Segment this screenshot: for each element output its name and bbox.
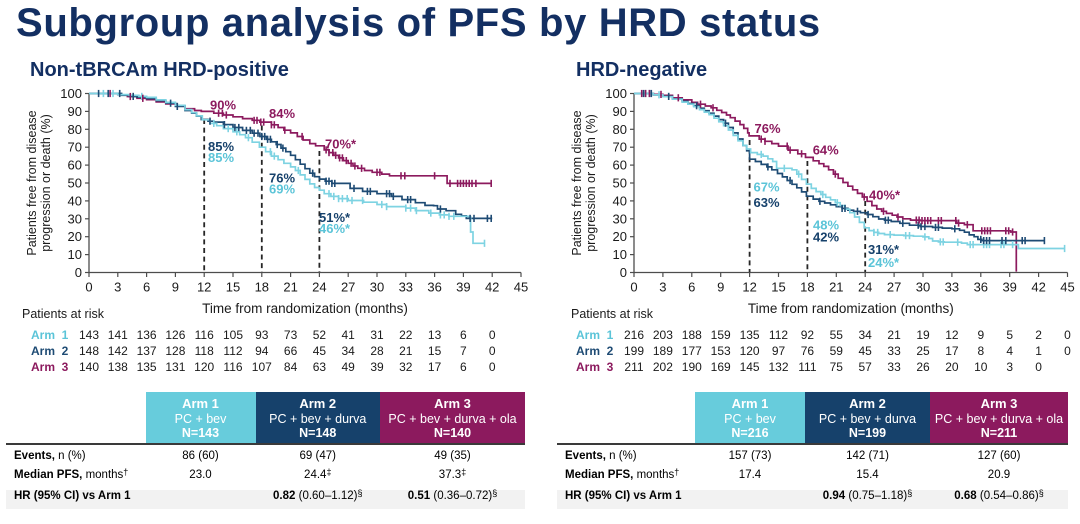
svg-text:Time from randomization (month: Time from randomization (months) [748, 301, 954, 316]
svg-text:21: 21 [283, 280, 297, 295]
svg-text:100: 100 [605, 86, 627, 101]
svg-text:21: 21 [829, 280, 843, 295]
svg-text:39: 39 [1002, 280, 1016, 295]
svg-text:31%*: 31%* [868, 242, 900, 257]
svg-text:70: 70 [613, 140, 627, 155]
svg-text:24: 24 [858, 280, 872, 295]
svg-text:20: 20 [613, 229, 627, 244]
svg-text:Patients free from diseaseprog: Patients free from diseaseprogression or… [25, 110, 53, 255]
svg-text:27: 27 [341, 280, 355, 295]
svg-text:60: 60 [613, 158, 627, 173]
svg-text:67%: 67% [754, 180, 780, 195]
svg-text:0: 0 [620, 265, 627, 280]
svg-text:15: 15 [771, 280, 785, 295]
svg-text:30: 30 [370, 280, 384, 295]
svg-text:51%*: 51%* [319, 210, 351, 225]
svg-text:3: 3 [114, 280, 121, 295]
svg-text:18: 18 [800, 280, 814, 295]
svg-text:9: 9 [172, 280, 179, 295]
svg-text:27: 27 [887, 280, 901, 295]
svg-text:76%: 76% [269, 171, 295, 186]
svg-text:69%: 69% [269, 182, 295, 197]
svg-text:46%*: 46%* [319, 221, 351, 236]
svg-text:70%*: 70%* [325, 137, 357, 152]
svg-text:85%: 85% [208, 139, 234, 154]
svg-text:90: 90 [613, 104, 627, 119]
svg-text:60: 60 [68, 158, 82, 173]
svg-text:36: 36 [974, 280, 988, 295]
svg-text:36: 36 [427, 280, 441, 295]
svg-text:45: 45 [1060, 280, 1074, 295]
svg-text:42%: 42% [813, 230, 839, 245]
svg-text:90%: 90% [210, 98, 236, 113]
svg-text:50: 50 [68, 176, 82, 191]
svg-text:50: 50 [613, 176, 627, 191]
svg-text:18: 18 [255, 280, 269, 295]
svg-text:33: 33 [945, 280, 959, 295]
svg-text:70: 70 [68, 140, 82, 155]
svg-text:42: 42 [1031, 280, 1045, 295]
svg-text:40: 40 [613, 193, 627, 208]
svg-text:24%*: 24%* [868, 255, 900, 270]
svg-text:3: 3 [659, 280, 666, 295]
svg-text:24: 24 [312, 280, 326, 295]
svg-text:45: 45 [514, 280, 528, 295]
svg-text:9: 9 [717, 280, 724, 295]
svg-text:40: 40 [68, 193, 82, 208]
svg-text:Patients free from diseaseprog: Patients free from diseaseprogression or… [570, 110, 598, 255]
svg-text:6: 6 [143, 280, 150, 295]
svg-text:0: 0 [630, 280, 637, 295]
svg-text:42: 42 [485, 280, 499, 295]
svg-text:12: 12 [742, 280, 756, 295]
svg-text:85%: 85% [208, 150, 234, 165]
svg-text:15: 15 [226, 280, 240, 295]
svg-text:30: 30 [916, 280, 930, 295]
svg-text:10: 10 [613, 247, 627, 262]
svg-text:Time from randomization (month: Time from randomization (months) [202, 301, 408, 316]
svg-text:84%: 84% [269, 106, 295, 121]
svg-text:48%: 48% [813, 218, 839, 233]
svg-text:80: 80 [613, 122, 627, 137]
svg-text:0: 0 [85, 280, 92, 295]
svg-text:30: 30 [613, 211, 627, 226]
svg-text:39: 39 [456, 280, 470, 295]
svg-text:64%: 64% [813, 143, 839, 158]
svg-text:0: 0 [75, 265, 82, 280]
svg-text:76%: 76% [755, 121, 781, 136]
svg-text:100: 100 [60, 86, 82, 101]
svg-text:10: 10 [68, 247, 82, 262]
svg-text:6: 6 [688, 280, 695, 295]
svg-text:12: 12 [197, 280, 211, 295]
svg-text:30: 30 [68, 211, 82, 226]
svg-text:63%: 63% [754, 195, 780, 210]
svg-text:20: 20 [68, 229, 82, 244]
svg-text:90: 90 [68, 104, 82, 119]
svg-text:40%*: 40%* [869, 188, 901, 203]
svg-text:33: 33 [399, 280, 413, 295]
svg-text:80: 80 [68, 122, 82, 137]
